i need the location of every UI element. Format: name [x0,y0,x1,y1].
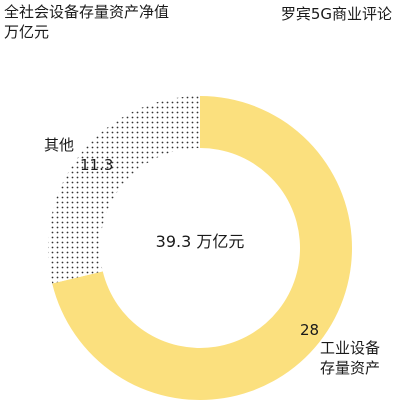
center-total-label: 39.3 万亿元 [156,232,245,251]
industrial-slice-name-line1: 工业设备 [320,339,380,357]
chart-title: 全社会设备存量资产净值 万亿元 [4,2,169,42]
chart-title-unit: 万亿元 [4,23,50,41]
other-slice-value: 11.3 [80,156,113,174]
slice-industrial-equipment [52,96,353,400]
industrial-slice-value: 28 [300,321,319,339]
other-slice-name: 其他 [44,136,74,154]
chart-title-line1: 全社会设备存量资产净值 [4,3,170,21]
industrial-slice-name-line2: 存量资产 [320,359,380,377]
slice-other [47,96,200,284]
source-credit: 罗宾5G商业评论 [280,5,392,23]
donut-slices [47,96,353,400]
